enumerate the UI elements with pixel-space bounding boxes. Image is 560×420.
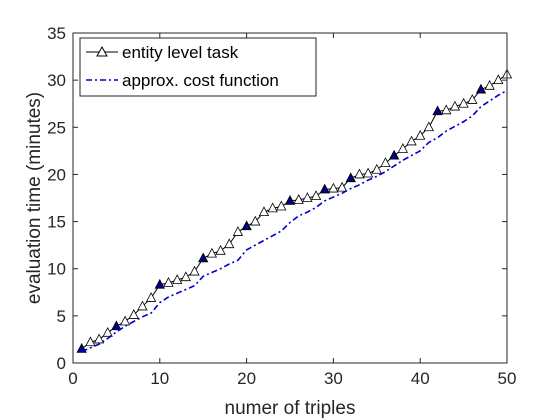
legend: entity level task approx. cost function [79, 37, 317, 97]
axes-layer: 0 10 20 30 40 50 0 5 10 15 20 25 30 35 [47, 24, 516, 388]
legend-label-approx-cost-function: approx. cost function [122, 71, 279, 90]
axes-box [72, 32, 508, 364]
data-point-entity-level-task [215, 244, 226, 255]
legend-marker-triangle [96, 45, 108, 57]
data-point-entity-level-task [354, 168, 365, 179]
data-point-entity-level-task [371, 163, 382, 174]
data-point-entity-level-task [232, 226, 244, 236]
highlighted-point-entity-level-task [198, 252, 209, 263]
data-point-entity-level-task [493, 74, 504, 85]
data-point-entity-level-task [441, 104, 452, 115]
data-point-entity-level-task [484, 79, 495, 90]
y-tick-label: 30 [47, 71, 66, 90]
highlighted-point-entity-level-task [475, 83, 487, 94]
x-tick-label: 30 [324, 369, 343, 388]
data-point-entity-level-task [258, 206, 270, 217]
highlighted-point-entity-level-task [345, 172, 356, 183]
data-point-entity-level-task [119, 315, 131, 326]
y-tick-label: 35 [47, 24, 66, 43]
data-point-entity-level-task [467, 94, 478, 104]
data-point-entity-level-task [458, 97, 469, 108]
data-point-entity-level-task [293, 194, 304, 204]
legend-label-entity-level-task: entity level task [122, 43, 239, 62]
highlighted-point-entity-level-task [241, 220, 252, 231]
data-point-entity-level-task [93, 333, 105, 344]
x-tick-label: 40 [411, 369, 430, 388]
data-point-entity-level-task [336, 181, 348, 192]
data-point-entity-level-task [250, 215, 261, 226]
data-point-entity-level-task [171, 274, 183, 284]
highlighted-point-entity-level-task [111, 320, 122, 331]
y-tick-label: 15 [47, 213, 66, 232]
x-tick-label: 20 [237, 369, 256, 388]
data-point-entity-level-task [85, 336, 96, 347]
data-point-entity-level-task [180, 271, 192, 282]
y-tick-label: 0 [57, 354, 66, 373]
highlighted-point-entity-level-task [432, 105, 443, 116]
data-point-entity-level-task [310, 190, 322, 201]
data-point-entity-level-task [267, 202, 278, 213]
x-tick-label: 10 [150, 369, 169, 388]
data-point-entity-level-task [397, 143, 409, 153]
x-tick-label: 50 [498, 369, 517, 388]
data-point-entity-level-task [380, 157, 391, 168]
y-tick-label: 10 [47, 260, 66, 279]
data-point-entity-level-task [415, 129, 426, 140]
y-tick-label: 20 [47, 165, 66, 184]
data-point-entity-level-task [128, 309, 139, 319]
data-point-entity-level-task [145, 292, 157, 302]
data-point-entity-level-task [189, 265, 200, 276]
data-point-entity-level-task [328, 182, 339, 193]
data-point-entity-level-task [224, 238, 235, 249]
x-tick-label: 0 [68, 369, 77, 388]
y-axis-title: evaluation time (minutes) [24, 92, 45, 304]
data-point-entity-level-task [302, 192, 313, 202]
highlighted-point-entity-level-task [388, 149, 400, 160]
highlighted-point-entity-level-task [319, 183, 330, 194]
data-point-entity-level-task [449, 100, 461, 111]
series-layer [76, 68, 513, 353]
x-axis-title: numer of triples [225, 398, 356, 419]
series-line-approx-cost-function [81, 89, 508, 353]
y-tick-label: 25 [47, 118, 66, 137]
data-point-entity-level-task [102, 326, 113, 337]
y-tick-label: 5 [57, 307, 66, 326]
data-point-entity-level-task [362, 167, 374, 178]
highlighted-point-entity-level-task [154, 278, 165, 289]
data-point-entity-level-task [276, 200, 287, 211]
data-point-entity-level-task [137, 300, 148, 311]
legend-box [79, 37, 317, 97]
data-point-entity-level-task [206, 247, 218, 258]
data-point-entity-level-task [423, 121, 435, 132]
data-point-entity-level-task [163, 277, 174, 287]
highlighted-point-entity-level-task [284, 194, 296, 205]
data-point-entity-level-task [406, 135, 417, 146]
